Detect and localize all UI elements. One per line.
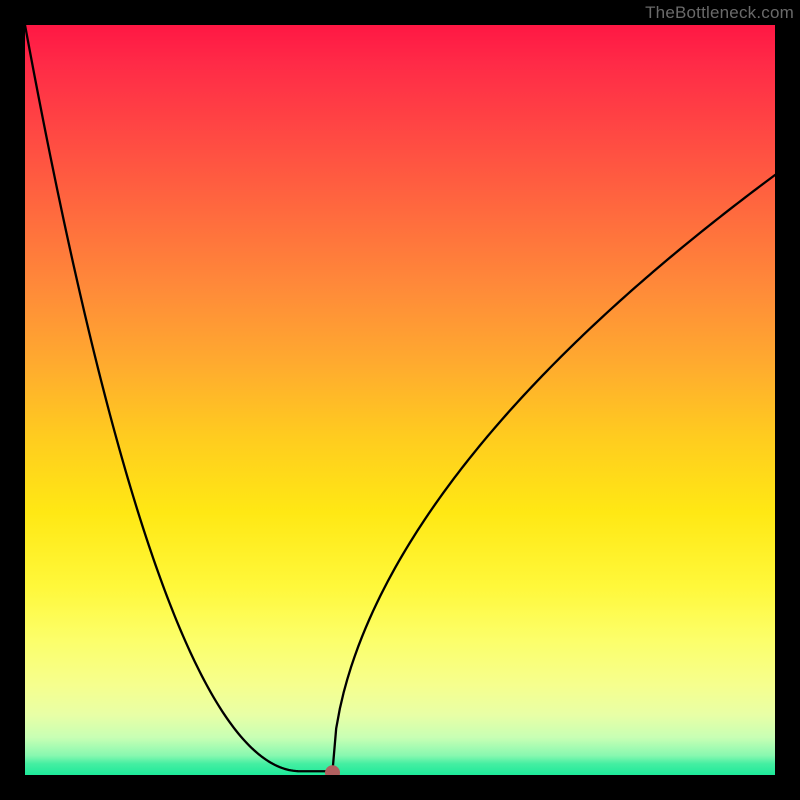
watermark-text: TheBottleneck.com [645,3,794,23]
chart-plot-area [25,25,775,775]
chart-svg [25,25,775,775]
chart-background [25,25,775,775]
optimal-point-marker [326,766,340,775]
